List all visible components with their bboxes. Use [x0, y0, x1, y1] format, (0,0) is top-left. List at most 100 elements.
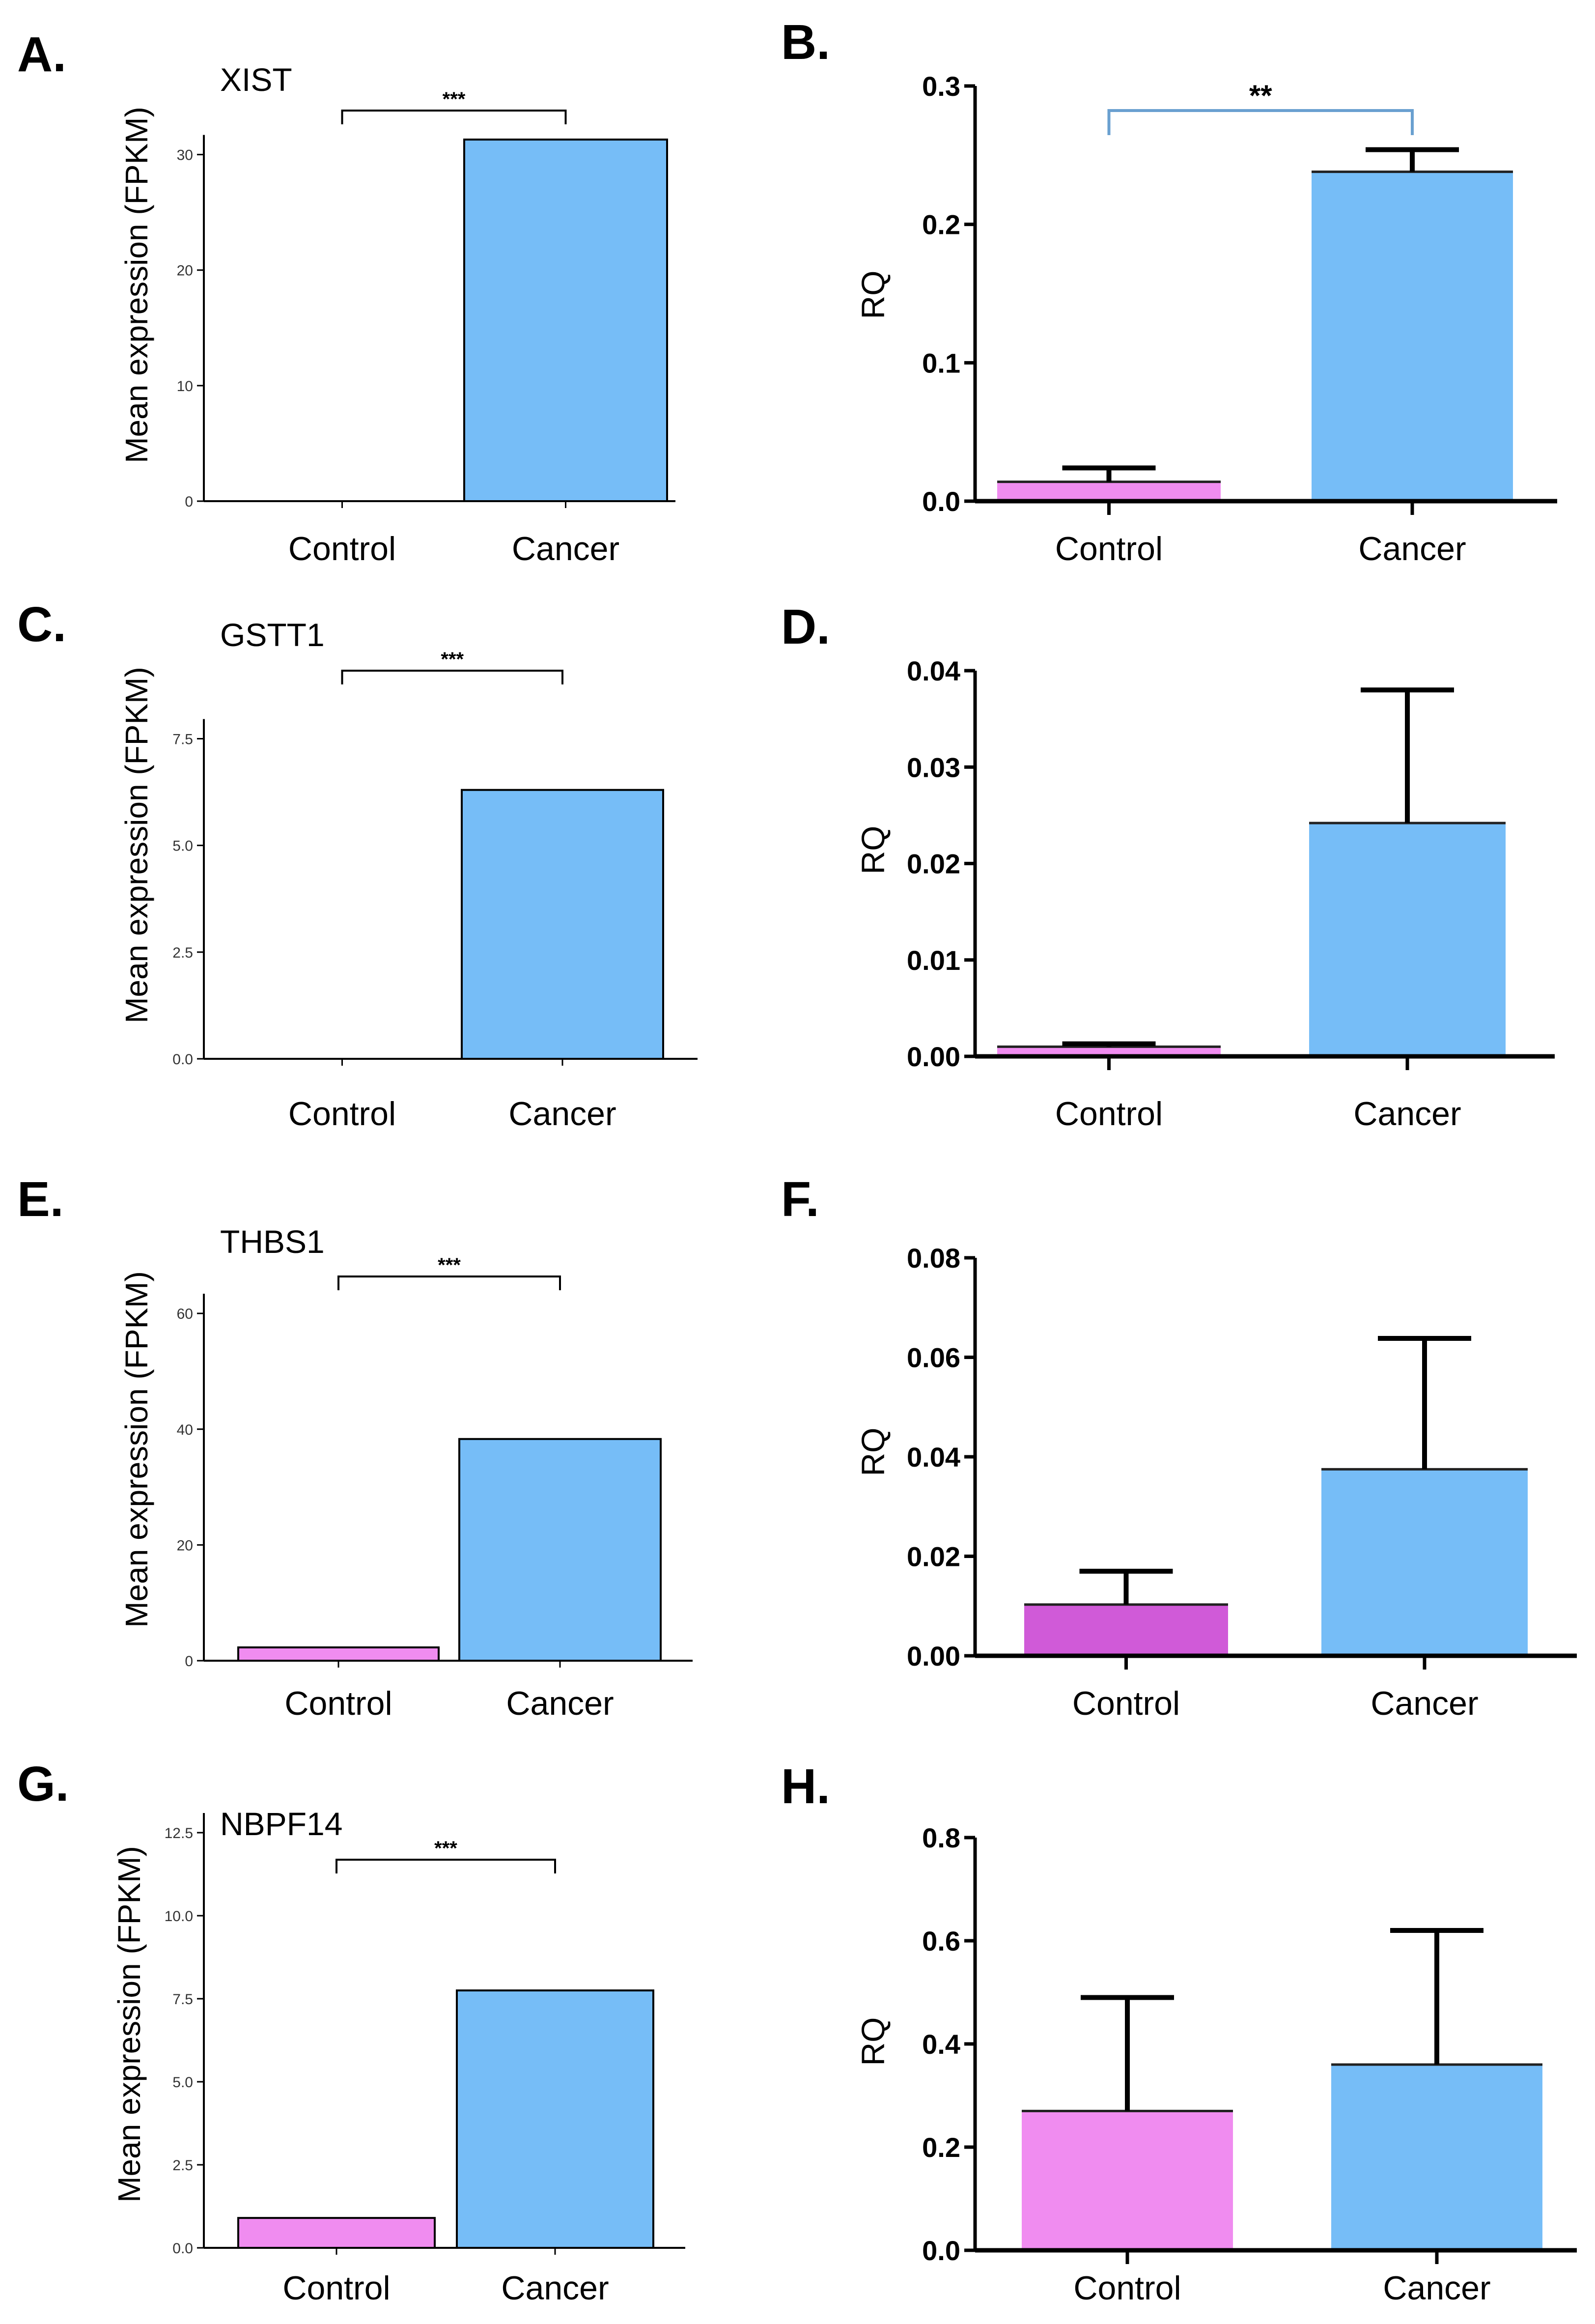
x-tick-label-control: Control [1072, 1685, 1180, 1722]
panel-label: C. [17, 597, 66, 652]
y-axis-label: Mean expression (FPKM) [119, 667, 154, 1023]
bar-control [1022, 2111, 1233, 2250]
bar-cancer [1312, 171, 1513, 502]
panel-label: H. [781, 1759, 830, 1814]
y-tick-label: 7.5 [172, 731, 193, 747]
significance-bracket [1107, 109, 1414, 135]
y-tick-label: 0.02 [907, 849, 960, 879]
y-tick-label: 10 [177, 378, 193, 395]
x-tick-label-cancer: Cancer [1358, 530, 1466, 567]
y-tick-label: 0.2 [922, 209, 960, 240]
x-tick-label-cancer: Cancer [1383, 2269, 1490, 2307]
y-tick-label: 0.02 [907, 1541, 960, 1572]
y-tick-label: 0.06 [907, 1342, 960, 1373]
y-axis-label: RQ [855, 1428, 891, 1476]
y-tick-label: 30 [177, 147, 193, 164]
y-tick-label: 20 [177, 1537, 193, 1554]
bar-cancer [1321, 1469, 1528, 1656]
x-tick-label-cancer: Cancer [512, 530, 619, 567]
bar-cancer [456, 1989, 654, 2249]
panel-d: D. RQ 0.00 0.01 0.02 0.03 0.04 Control Cancer [781, 599, 1555, 1133]
panel-f: F. RQ 0.00 0.02 0.04 0.06 0.08 Control Cancer [781, 1172, 1577, 1722]
bar-cancer [461, 789, 664, 1060]
bar-cancer [463, 139, 668, 502]
y-tick-label: 0.1 [922, 347, 960, 378]
y-tick-label: 5.0 [172, 2074, 193, 2091]
y-tick-label: 0.0 [172, 2240, 193, 2257]
significance-bracket [336, 1859, 556, 1873]
y-tick-label: 40 [177, 1422, 193, 1438]
panel-c: C. GSTT1 Mean expression (FPKM) 0.0 2.5 5.0 7.… [17, 597, 698, 1133]
chart-title: NBPF14 [220, 1806, 342, 1842]
panel-label: G. [17, 1757, 69, 1812]
y-axis-label: Mean expression (FPKM) [112, 1846, 147, 2203]
y-tick-label: 0.4 [922, 2029, 960, 2060]
panel-b: B. RQ 0.0 0.1 0.2 0.3 Control Cancer ** [781, 15, 1557, 567]
bar-control [997, 1047, 1221, 1056]
significance-bracket [337, 1275, 561, 1290]
x-tick-label-control: Control [284, 1685, 392, 1722]
y-tick-label: 0.0 [922, 2235, 960, 2266]
bar-control [997, 482, 1221, 501]
y-axis-label: RQ [855, 2017, 891, 2066]
significance-stars: *** [438, 1254, 461, 1276]
y-tick-label: 0.0 [922, 486, 960, 517]
x-tick-label-cancer: Cancer [506, 1685, 614, 1722]
y-tick-label: 0.0 [172, 1051, 193, 1068]
y-tick-label: 0.8 [922, 1822, 960, 1853]
y-tick-label: 12.5 [165, 1825, 193, 1842]
panel-g: G. NBPF14 Mean expression (FPKM) 0.0 2.5 5.0 7… [17, 1757, 685, 2307]
significance-stars: ** [1249, 79, 1272, 112]
y-tick-label: 0.01 [907, 945, 960, 976]
bar-control [237, 2217, 436, 2249]
x-tick-label-cancer: Cancer [508, 1095, 616, 1133]
panel-a: A. XIST Mean expression (FPKM) 0 10 20 30 Contr… [17, 27, 675, 567]
y-tick-label: 10.0 [165, 1908, 193, 1925]
panel-label: F. [781, 1172, 819, 1227]
y-tick-label: 0.00 [907, 1041, 960, 1072]
x-tick-label-control: Control [1073, 2269, 1181, 2307]
bar-cancer [458, 1438, 662, 1662]
significance-stars: *** [441, 649, 464, 670]
y-tick-label: 0.08 [907, 1243, 960, 1274]
y-axis-label: RQ [855, 826, 891, 875]
y-axis-label: RQ [855, 271, 891, 319]
y-axis-label: Mean expression (FPKM) [119, 1271, 154, 1628]
y-tick-label: 2.5 [172, 945, 193, 961]
x-tick-label-cancer: Cancer [501, 2269, 609, 2307]
x-tick-label-cancer: Cancer [1371, 1685, 1478, 1722]
y-tick-label: 0.3 [922, 71, 960, 102]
y-tick-label: 0.00 [907, 1641, 960, 1672]
significance-stars: *** [443, 88, 466, 110]
x-tick-label-control: Control [288, 530, 396, 567]
x-tick-label-control: Control [1055, 530, 1163, 567]
chart-title: XIST [220, 61, 292, 98]
y-tick-label: 20 [177, 263, 193, 279]
x-tick-label-control: Control [282, 2269, 390, 2307]
significance-bracket [341, 670, 563, 684]
y-axis-label: Mean expression (FPKM) [119, 107, 154, 463]
bar-cancer [1309, 823, 1506, 1056]
panel-label: D. [781, 599, 830, 654]
y-tick-label: 5.0 [172, 838, 193, 854]
bar-control [1024, 1604, 1228, 1656]
y-tick-label: 0.2 [922, 2132, 960, 2163]
panel-label: A. [17, 27, 66, 82]
chart-title: THBS1 [220, 1223, 325, 1260]
y-tick-label: 0.04 [907, 655, 960, 686]
panel-label: E. [17, 1172, 63, 1227]
significance-bracket [341, 110, 567, 124]
y-tick-label: 2.5 [172, 2157, 193, 2174]
x-tick-label-control: Control [288, 1095, 396, 1133]
x-tick-label-control: Control [1055, 1095, 1163, 1133]
significance-stars: *** [434, 1838, 457, 1859]
panel-h: H. RQ 0.0 0.2 0.4 0.6 0.8 Control Cancer [781, 1759, 1577, 2307]
panel-e: E. THBS1 Mean expression (FPKM) 0 20 40 60 Cont… [17, 1172, 693, 1722]
y-tick-label: 0.03 [907, 752, 960, 783]
x-tick-label-cancer: Cancer [1353, 1095, 1461, 1133]
chart-title: GSTT1 [220, 617, 325, 653]
y-tick-label: 0.6 [922, 1926, 960, 1956]
y-tick-label: 0 [185, 1653, 193, 1670]
y-tick-label: 7.5 [172, 1991, 193, 2008]
